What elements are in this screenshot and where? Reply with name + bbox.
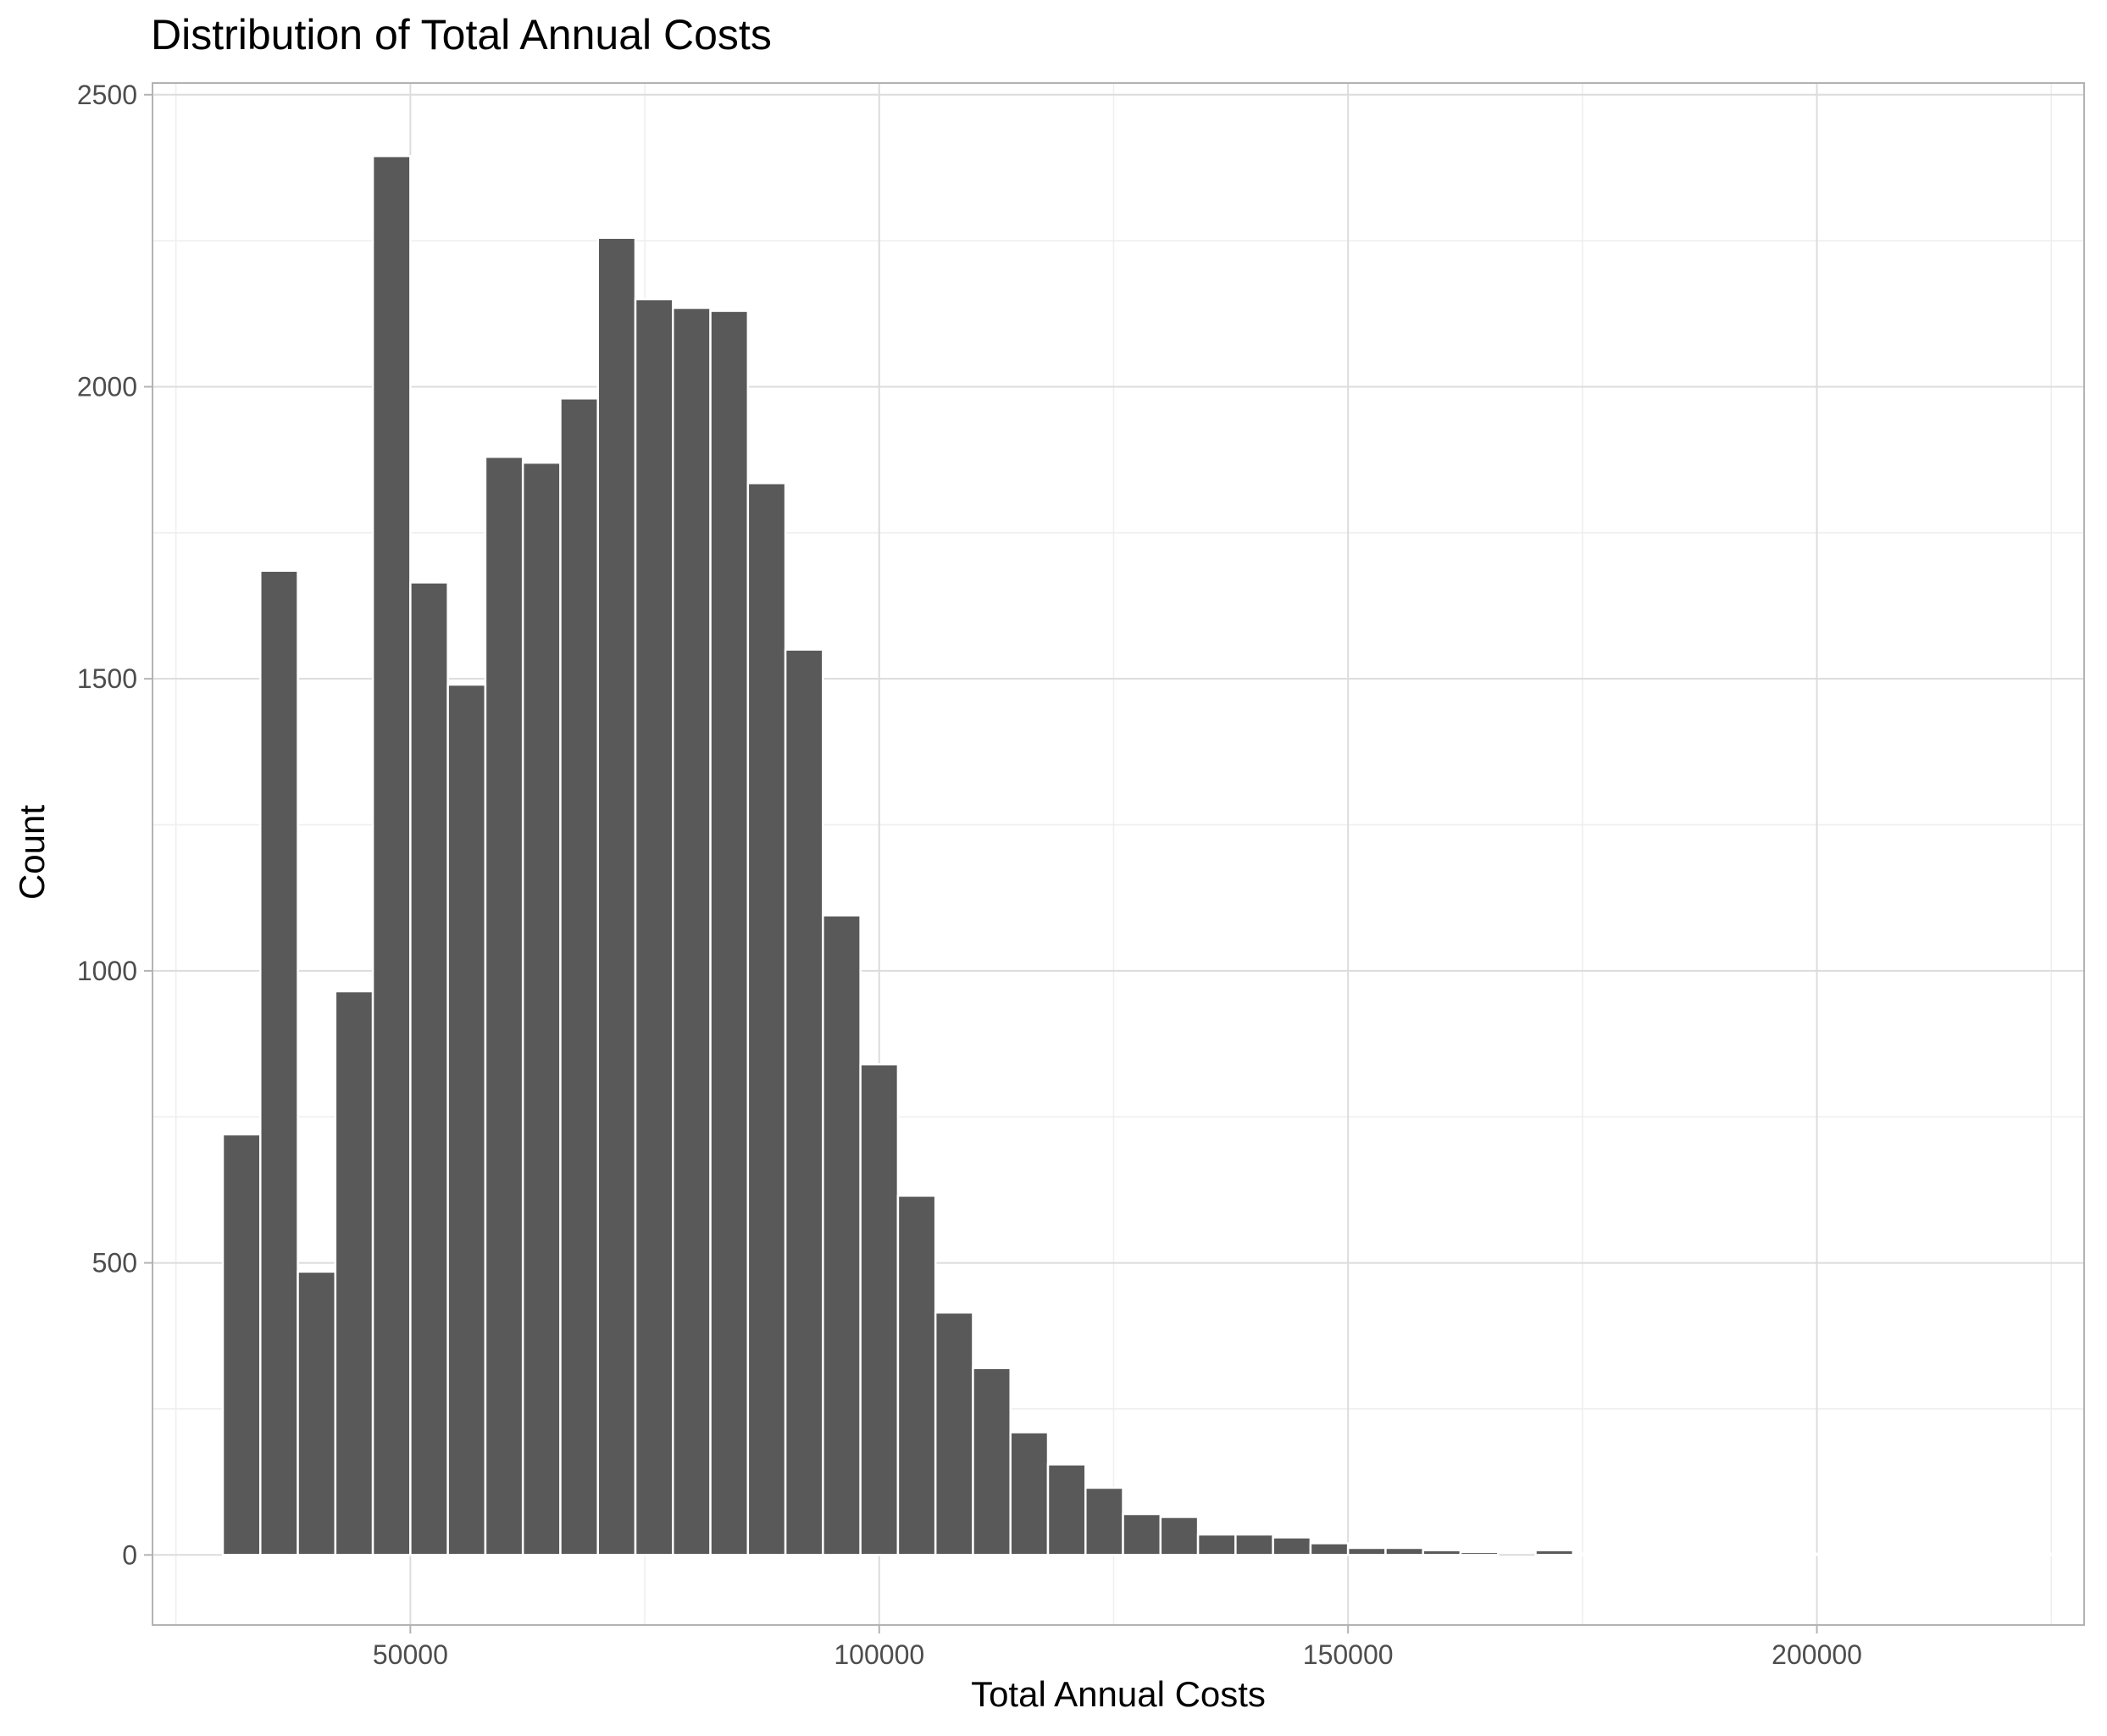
x-axis-ticks: 50000 100000 150000 200000 <box>373 1625 1862 1670</box>
histogram-bar <box>1534 1549 1575 1556</box>
histogram-bar <box>221 1133 262 1556</box>
histogram-bar <box>1122 1512 1162 1556</box>
histogram-bar <box>409 581 449 1556</box>
histogram-bar <box>1046 1463 1087 1556</box>
x-tick-label: 50000 <box>373 1639 448 1670</box>
histogram-bar <box>634 297 674 1556</box>
chart-title: Distribution of Total Annual Costs <box>151 11 772 58</box>
histogram-bar <box>934 1311 974 1556</box>
histogram-bar <box>896 1195 937 1556</box>
histogram-bar <box>784 648 824 1556</box>
plot-panel-border <box>152 82 2085 1626</box>
histogram-bar <box>1909 1552 1949 1556</box>
histogram-bar <box>1309 1542 1350 1556</box>
histogram-bar <box>1947 1552 1988 1556</box>
histogram-bar <box>1834 1552 1875 1556</box>
histogram-bar <box>1759 1552 1799 1556</box>
y-axis-title: Count <box>12 805 52 900</box>
histogram-bar <box>1159 1516 1200 1556</box>
histogram-bar <box>1084 1486 1124 1556</box>
histogram-bar <box>859 1062 900 1556</box>
histogram-bar <box>1346 1546 1387 1556</box>
histogram-bar <box>1196 1533 1237 1556</box>
histogram-bar <box>2021 1552 2062 1556</box>
histogram-bar <box>672 307 712 1556</box>
histogram-bar <box>484 455 524 1556</box>
y-tick-label: 2500 <box>77 80 137 110</box>
y-tick-label: 1500 <box>77 663 137 694</box>
histogram-bar <box>1722 1552 1762 1556</box>
histogram-bar <box>596 236 637 1556</box>
histogram-bar <box>1234 1533 1274 1556</box>
y-tick-label: 2000 <box>77 371 137 402</box>
histogram-bar <box>1459 1550 1500 1556</box>
histogram-bar <box>746 481 787 1556</box>
y-tick-label: 500 <box>92 1248 137 1278</box>
histogram-bar <box>1797 1552 1837 1556</box>
x-tick-label: 200000 <box>1772 1639 1862 1670</box>
histogram-bar <box>972 1367 1012 1556</box>
histogram-bar <box>1647 1552 1687 1556</box>
histogram-bar <box>709 309 750 1556</box>
histogram-bar <box>2060 1552 2099 1556</box>
histogram-bar <box>822 914 862 1556</box>
x-tick-label: 150000 <box>1303 1639 1394 1670</box>
histogram-bars <box>221 154 2099 1556</box>
x-tick-label: 100000 <box>834 1639 924 1670</box>
histogram-bar <box>559 397 599 1556</box>
histogram-bar <box>297 1270 337 1556</box>
x-axis-title: Total Annual Costs <box>971 1674 1266 1714</box>
histogram-bar <box>1609 1552 1650 1556</box>
histogram-bar <box>371 154 412 1556</box>
histogram-bar <box>1871 1552 1912 1556</box>
histogram-bar <box>1572 1552 1612 1556</box>
histogram-bar <box>1272 1536 1312 1556</box>
y-tick-label: 0 <box>122 1539 137 1570</box>
histogram-bar <box>1984 1552 2025 1556</box>
histogram-bar <box>1384 1546 1424 1556</box>
histogram-bar <box>521 461 562 1556</box>
histogram-bar <box>1422 1549 1462 1556</box>
y-tick-label: 1000 <box>77 956 137 986</box>
histogram-bar <box>1009 1431 1050 1556</box>
histogram-bar <box>259 569 299 1556</box>
histogram-bar <box>334 990 374 1556</box>
y-axis-ticks: 0 500 1000 1500 2000 2500 <box>77 80 152 1570</box>
histogram-bar <box>1684 1552 1725 1556</box>
histogram-bar <box>446 683 487 1556</box>
